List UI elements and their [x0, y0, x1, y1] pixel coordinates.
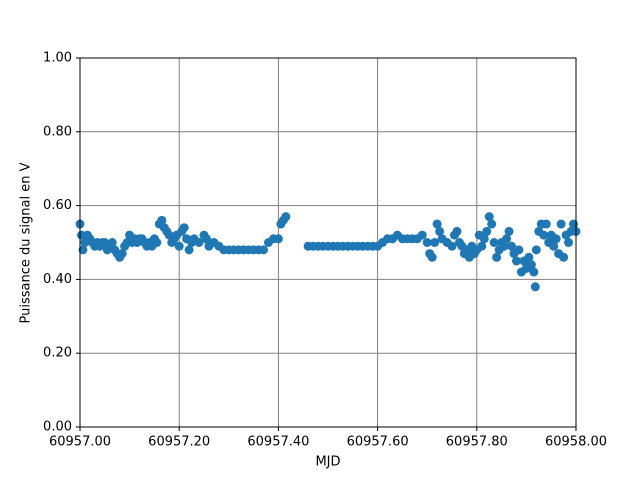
point — [78, 245, 88, 255]
point — [422, 238, 432, 247]
x-tick-label: 60957.80 — [446, 435, 508, 450]
point — [507, 241, 517, 251]
point — [430, 238, 440, 247]
y-tick-label: 0.80 — [43, 124, 72, 139]
y-tick-label: 0.20 — [43, 346, 72, 361]
x-tick-label: 60957.40 — [247, 435, 309, 450]
point — [477, 241, 487, 251]
point — [539, 230, 549, 240]
point — [492, 252, 502, 262]
point — [259, 245, 269, 255]
y-tick-label: 1.00 — [43, 51, 72, 66]
point — [427, 252, 437, 262]
y-tick-label: 0.00 — [43, 420, 72, 435]
point — [184, 245, 194, 255]
point — [452, 226, 462, 236]
point — [107, 238, 117, 247]
point — [489, 238, 499, 247]
point — [524, 252, 534, 262]
point — [530, 282, 540, 292]
point — [179, 223, 189, 233]
point — [511, 256, 521, 266]
point — [152, 238, 162, 247]
point — [479, 234, 489, 244]
point — [487, 219, 497, 229]
point — [541, 219, 551, 229]
point — [482, 226, 492, 236]
point — [514, 245, 524, 255]
point — [504, 226, 514, 236]
point — [194, 238, 204, 247]
y-tick-label: 0.40 — [43, 272, 72, 287]
point — [559, 252, 569, 262]
y-axis-label: Puissance du signal en V — [19, 162, 34, 323]
x-tick-label: 60957.20 — [148, 435, 210, 450]
points — [75, 212, 581, 292]
point — [484, 212, 494, 222]
point — [157, 215, 167, 225]
point — [117, 249, 127, 259]
point — [435, 226, 445, 236]
x-tick-label: 60958.00 — [545, 435, 607, 450]
point — [447, 241, 457, 251]
point — [417, 230, 427, 240]
axes-frame — [79, 57, 577, 428]
point — [564, 238, 574, 247]
point — [174, 241, 184, 251]
point — [531, 245, 541, 255]
point — [281, 212, 291, 222]
point — [551, 234, 561, 244]
x-tick-label: 60957.60 — [347, 435, 409, 450]
point — [502, 234, 512, 244]
point — [556, 219, 566, 229]
x-tick-label: 60957.00 — [49, 435, 111, 450]
point — [529, 267, 539, 277]
point — [273, 234, 283, 244]
y-tick-label: 0.60 — [43, 198, 72, 213]
point — [201, 234, 211, 244]
point — [526, 260, 536, 270]
point — [432, 219, 442, 229]
x-axis-label: MJD — [315, 455, 340, 470]
point — [499, 241, 509, 251]
point — [549, 241, 559, 251]
